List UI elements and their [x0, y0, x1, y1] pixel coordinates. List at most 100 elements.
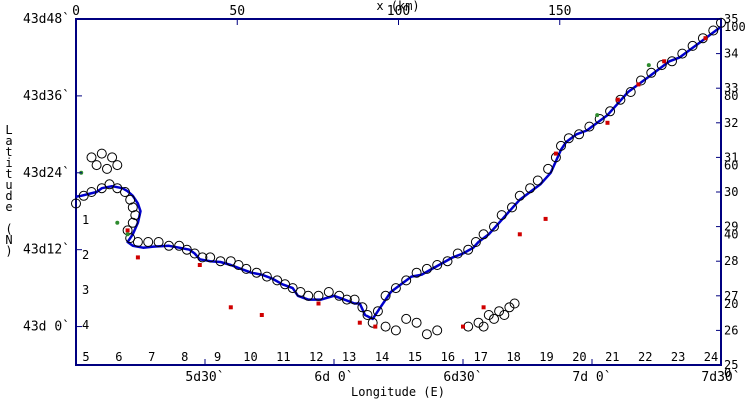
minor-point [646, 63, 651, 68]
data-point [525, 183, 536, 194]
highlight-points-layer [125, 36, 708, 329]
data-point [646, 67, 657, 78]
data-point [380, 290, 391, 301]
data-point [153, 237, 164, 247]
top-axis-title: x (km) [376, 0, 419, 13]
minor-point [595, 113, 600, 118]
inner-bottom-label: 12 [309, 350, 323, 364]
top-tick-label: 50 [229, 4, 245, 19]
data-point [104, 179, 115, 190]
highlight-point [662, 59, 667, 64]
data-point [86, 187, 97, 197]
right-tick-label: 31 [724, 150, 738, 164]
y-axis-title-char: ) [5, 244, 12, 258]
data-point [174, 240, 185, 251]
inner-bottom-label: 22 [638, 350, 652, 364]
data-point [532, 175, 543, 186]
data-point [130, 210, 141, 221]
data-point [442, 256, 453, 267]
highlight-point [543, 216, 548, 221]
inner-bottom-label: 6 [115, 350, 122, 364]
data-point [494, 306, 505, 317]
data-point [96, 183, 107, 194]
minor-point [125, 232, 130, 237]
data-point [125, 233, 136, 244]
data-point [470, 237, 481, 247]
data-point [411, 267, 422, 278]
data-point [357, 302, 368, 313]
data-point [625, 87, 636, 97]
data-point [272, 275, 283, 286]
minor-point [115, 220, 120, 225]
highlight-point [125, 228, 130, 233]
right-tick-label: 25 [724, 358, 738, 372]
y-axis-title-char: L [5, 123, 12, 137]
y-axis-title-char: d [5, 189, 12, 203]
x-tick-label: 7d30` [701, 370, 740, 385]
data-point [349, 294, 360, 305]
highlight-point [481, 305, 486, 310]
plot-area [75, 18, 722, 366]
data-point [367, 317, 378, 328]
highlight-point [605, 120, 610, 125]
data-point [605, 106, 616, 117]
data-point [380, 321, 391, 332]
right-tick-label-secondary: 60 [724, 158, 738, 172]
data-point [514, 190, 525, 201]
data-point [716, 17, 726, 28]
right-tick-label-secondary: 80 [724, 89, 738, 103]
data-point [478, 229, 489, 240]
highlight-point [197, 263, 202, 267]
data-point [656, 60, 667, 71]
data-point [102, 163, 112, 174]
y-axis-title-char: u [5, 178, 12, 192]
data-point [323, 287, 334, 297]
highlight-point [259, 313, 264, 317]
inner-bottom-label: 9 [214, 350, 221, 364]
y-tick-label: 43d48` [23, 12, 70, 27]
x-tick-label: 5d30` [185, 370, 224, 385]
data-point [504, 302, 515, 313]
inner-bottom-label: 23 [671, 350, 685, 364]
data-point [496, 210, 507, 221]
inner-bottom-label: 7 [148, 350, 155, 364]
highlight-point [357, 320, 362, 325]
right-tick-label: 26 [724, 323, 738, 337]
data-point [421, 263, 432, 274]
data-point [421, 329, 432, 340]
data-point [543, 163, 554, 174]
highlight-point [228, 305, 233, 310]
data-point [215, 256, 226, 267]
right-tick-label: 29 [724, 220, 738, 234]
inner-left-label: 4 [82, 318, 89, 332]
data-point [197, 252, 208, 263]
highlight-point [373, 324, 378, 329]
right-tick-label: 28 [724, 254, 738, 268]
right-tick-label: 34 [724, 47, 738, 61]
data-point [489, 221, 499, 232]
data-point [483, 310, 494, 320]
inner-bottom-label: 13 [342, 350, 356, 364]
minor-points-layer [79, 63, 651, 237]
data-point [509, 298, 520, 309]
data-point [127, 217, 138, 228]
right-tick-label: 27 [724, 289, 738, 303]
data-point [251, 267, 262, 278]
data-point [372, 306, 383, 317]
right-tick-label: 30 [724, 185, 738, 199]
data-point [478, 321, 489, 332]
highlight-point [461, 324, 465, 329]
highlight-point [517, 232, 522, 237]
data-point [636, 75, 646, 86]
inner-bottom-label: 17 [474, 350, 488, 364]
data-point [489, 313, 499, 324]
data-point [112, 160, 123, 171]
data-point [303, 290, 314, 301]
data-point [241, 263, 252, 274]
right-tick-label: 33 [724, 81, 738, 95]
x-tick-label: 6d 0` [314, 370, 353, 385]
inner-bottom-label: 11 [276, 350, 290, 364]
inner-bottom-label: 20 [572, 350, 586, 364]
data-point [78, 190, 89, 201]
data-point [401, 313, 412, 324]
